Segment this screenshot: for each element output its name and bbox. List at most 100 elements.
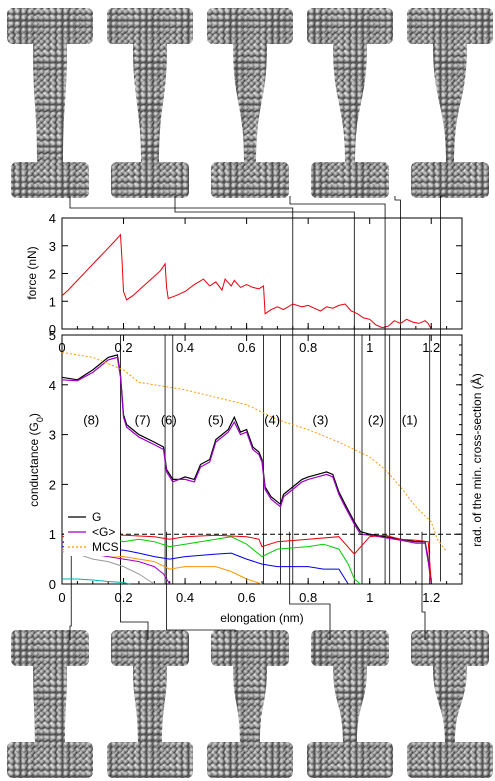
- snapshot-connector: [289, 196, 386, 582]
- nanowire-neck-texture: [33, 44, 67, 162]
- region-label: (2): [368, 413, 384, 428]
- electrode-slab-texture: [407, 742, 493, 778]
- nanowire-snapshot: [407, 630, 493, 778]
- cond-x-tick-label-top: 0.4: [176, 340, 194, 355]
- nanowire-neck-texture: [233, 44, 267, 162]
- conductance-series-line: [61, 533, 432, 582]
- cond-x-tick-label: 1.2: [422, 590, 440, 605]
- nanowire-neck-texture: [333, 666, 367, 742]
- region-labels: (8) (7) (6) (5) (4) (3) (2) (1): [83, 413, 417, 428]
- nanowire-snapshot: [107, 630, 193, 778]
- cond-y-tick-label: 5: [49, 328, 56, 343]
- conductance-series-line: [61, 351, 448, 552]
- ylabel-main: conductance (G: [27, 422, 41, 507]
- cond-y-tick-label: 1: [49, 527, 56, 542]
- cond-y-tick-label: 3: [49, 428, 56, 443]
- force-series: [61, 233, 432, 330]
- force-y-axis-label: force (nN): [25, 246, 39, 299]
- x-axis-label: elongation (nm): [220, 611, 303, 625]
- force-panel: 0 1 2 3 4 force (nN): [25, 211, 463, 337]
- electrode-slab-texture: [211, 162, 289, 198]
- snapshot-connector: [69, 196, 294, 582]
- region-label: (8): [83, 413, 99, 428]
- cond-x-tick-label: 0.2: [114, 590, 132, 605]
- legend-label-g: G: [92, 510, 101, 524]
- electrode-slab-texture: [307, 742, 393, 778]
- electrode-slab-texture: [407, 8, 493, 44]
- nanowire-neck-texture: [233, 666, 267, 742]
- cond-x-tick-label: 0.6: [238, 590, 256, 605]
- cond-x-tick-label-top: 0.6: [238, 340, 256, 355]
- nanowire-snapshot: [7, 630, 93, 778]
- force-y-tick-label: 2: [49, 267, 56, 282]
- ylabel-close: ): [27, 413, 41, 417]
- electrode-slab-texture: [207, 8, 293, 44]
- cond-x-tick-label: 0.8: [299, 590, 317, 605]
- electrode-slab-texture: [311, 630, 389, 666]
- cond-x-tick-label-top: 1.2: [422, 340, 440, 355]
- nanowire-neck-texture: [433, 44, 467, 162]
- cond-x-tick-label: 0.4: [176, 590, 194, 605]
- region-label: (5): [208, 413, 224, 428]
- cond-x-tick-label-top: 0.2: [114, 340, 132, 355]
- force-y-tick-label: 4: [49, 211, 56, 226]
- nanowire-snapshot: [407, 8, 493, 198]
- electrode-slab-texture: [307, 8, 393, 44]
- ylabel-subscript: 0: [35, 417, 45, 422]
- cond-x-tick-label-top: 1: [366, 340, 373, 355]
- conductance-panel: 012345000.20.20.40.40.60.60.80.8111.21.2…: [27, 326, 484, 625]
- electrode-slab-texture: [107, 742, 193, 778]
- nanowire-snapshot: [307, 630, 393, 778]
- electrode-slab-texture: [7, 8, 93, 44]
- snapshot-connector: [120, 531, 149, 640]
- nanowire-neck-texture: [133, 666, 167, 742]
- nanowire-snapshot: [107, 8, 193, 198]
- electrode-slab-texture: [211, 630, 289, 666]
- force-y-tick-label: 1: [49, 294, 56, 309]
- right-y-axis-label: rad. of the min. cross-section (Å): [469, 373, 484, 546]
- cond-y-tick-label: 4: [49, 378, 56, 393]
- electrode-slab-texture: [107, 8, 193, 44]
- conductance-y-axis-label: conductance (G0): [27, 413, 45, 507]
- legend: G <G> MCS: [64, 510, 120, 556]
- electrode-slab-texture: [7, 742, 93, 778]
- snapshot-connector-lines: [69, 195, 445, 640]
- snapshot-connector: [394, 196, 401, 582]
- conductance-series-line: [62, 578, 130, 585]
- snapshots-bottom: [7, 630, 493, 778]
- region-divider-lines: [120, 335, 431, 584]
- electrode-slab-texture: [311, 162, 389, 198]
- force-y-tick-label: 0: [49, 322, 56, 337]
- snapshots-top: [7, 8, 493, 198]
- force-y-tick-label: 3: [49, 239, 56, 254]
- cond-x-tick-label-top: 0: [58, 340, 65, 355]
- legend-label-mcs: MCS: [92, 540, 119, 554]
- region-label: (7): [135, 413, 151, 428]
- electrode-slab-texture: [111, 630, 189, 666]
- region-label: (6): [161, 413, 177, 428]
- electrode-slab-texture: [207, 742, 293, 778]
- cond-y-tick-label: 0: [49, 577, 56, 592]
- snapshot-connector: [289, 531, 331, 640]
- nanowire-snapshot: [7, 8, 93, 198]
- snapshot-connector: [174, 196, 355, 582]
- conductance-series-line: [61, 546, 349, 585]
- cond-x-tick-label: 1: [366, 590, 373, 605]
- force-ticks: 0 1 2 3 4: [49, 211, 462, 337]
- nanowire-snapshot: [207, 630, 293, 778]
- nanowire-snapshot: [307, 8, 393, 198]
- electrode-slab-texture: [11, 162, 89, 198]
- region-label: (3): [313, 413, 329, 428]
- nanowire-neck-texture: [333, 44, 367, 162]
- snapshot-connector: [166, 531, 236, 632]
- nanowire-snapshot: [207, 8, 293, 198]
- conductance-series-line: [61, 354, 432, 582]
- electrode-slab-texture: [111, 162, 189, 198]
- nanowire-neck-texture: [133, 44, 167, 162]
- nanowire-neck-texture: [33, 666, 67, 742]
- cond-x-tick-label: 0: [58, 590, 65, 605]
- force-plot-frame: [61, 217, 463, 330]
- snapshot-connector: [421, 531, 426, 640]
